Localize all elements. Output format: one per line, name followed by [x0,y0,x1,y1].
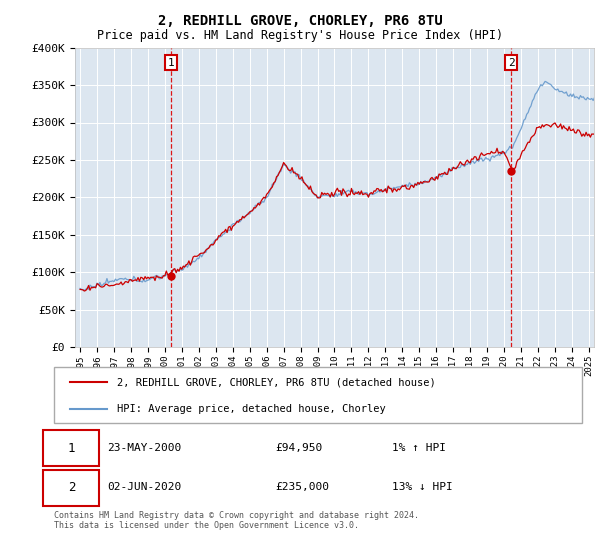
FancyBboxPatch shape [54,367,582,423]
Text: 2: 2 [508,58,515,68]
Text: Contains HM Land Registry data © Crown copyright and database right 2024.
This d: Contains HM Land Registry data © Crown c… [54,511,419,530]
Text: 1: 1 [68,441,75,455]
Text: 23-MAY-2000: 23-MAY-2000 [107,443,181,453]
Text: 2: 2 [68,480,75,494]
Text: £94,950: £94,950 [276,443,323,453]
Text: £235,000: £235,000 [276,482,330,492]
Text: 2, REDHILL GROVE, CHORLEY, PR6 8TU: 2, REDHILL GROVE, CHORLEY, PR6 8TU [158,14,442,28]
Text: 02-JUN-2020: 02-JUN-2020 [107,482,181,492]
Text: Price paid vs. HM Land Registry's House Price Index (HPI): Price paid vs. HM Land Registry's House … [97,29,503,42]
Text: 1: 1 [168,58,175,68]
Text: 1% ↑ HPI: 1% ↑ HPI [392,443,446,453]
Text: HPI: Average price, detached house, Chorley: HPI: Average price, detached house, Chor… [118,404,386,414]
FancyBboxPatch shape [43,431,99,466]
Text: 2, REDHILL GROVE, CHORLEY, PR6 8TU (detached house): 2, REDHILL GROVE, CHORLEY, PR6 8TU (deta… [118,377,436,388]
Text: 13% ↓ HPI: 13% ↓ HPI [392,482,452,492]
FancyBboxPatch shape [43,469,99,506]
